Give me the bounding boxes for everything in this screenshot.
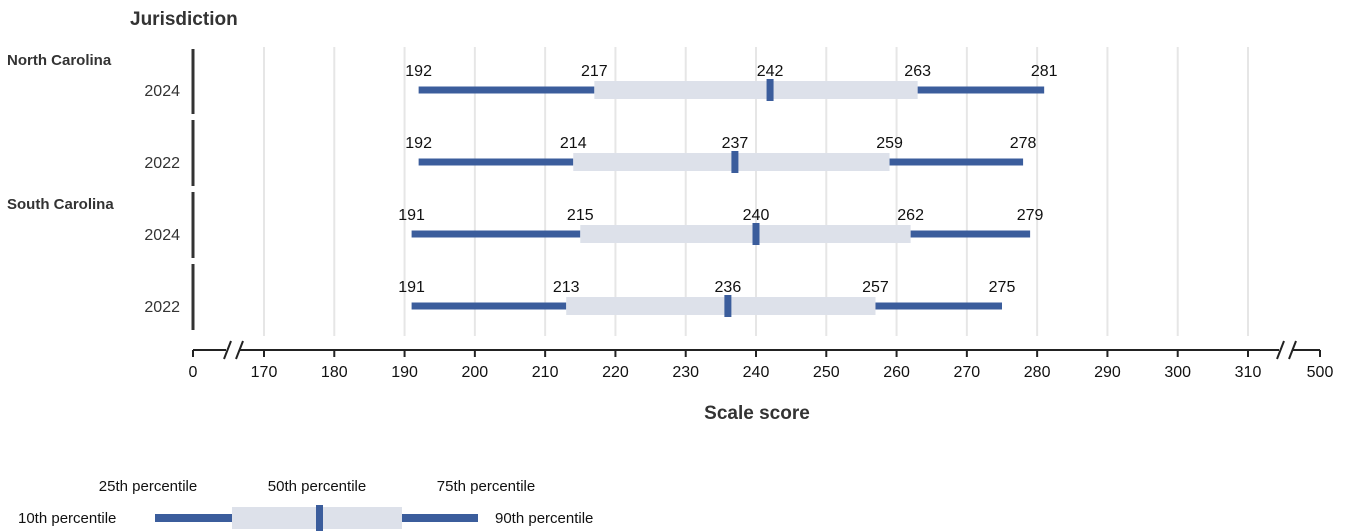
y-axis-title: Jurisdiction [130,9,238,30]
x-tick-label: 310 [1235,364,1262,381]
value-label-p75: 262 [897,207,924,224]
year-label: 2024 [144,83,180,100]
value-label-p50: 242 [757,63,784,80]
median-marker [766,79,774,101]
iqr-box [566,297,876,315]
x-tick-label: 280 [1024,364,1051,381]
x-tick-label: 500 [1307,364,1334,381]
value-label-p10: 191 [398,207,425,224]
x-tick-label: 0 [189,364,198,381]
legend-p75-label: 75th percentile [437,478,535,495]
x-tick-label: 270 [954,364,981,381]
year-label: 2022 [144,299,180,316]
value-label-p10: 192 [405,135,432,152]
x-axis: 0 170 180 190 200 210 220 230 240 250 260 270 280 290… [189,340,1334,381]
jurisdiction-label: South Carolina [7,196,114,213]
x-tick-label: 180 [321,364,348,381]
iqr-box [580,225,911,243]
value-label-p25: 213 [553,279,580,296]
x-tick-label: 290 [1094,364,1121,381]
median-marker [731,151,739,173]
value-label-p90: 279 [1017,207,1044,224]
x-tick-label: 170 [251,364,278,381]
value-label-p90: 275 [989,279,1016,296]
axis-break-mark-2 [1276,340,1285,360]
x-tick-label: 240 [743,364,770,381]
x-tick-label: 190 [391,364,418,381]
legend-p50-label: 50th percentile [268,478,366,495]
value-label-p75: 259 [876,135,903,152]
value-label-p50: 237 [722,135,749,152]
legend-median [316,505,323,531]
value-label-p75: 257 [862,279,889,296]
row-north-carolina-2024: 2024 192 217 242 263 281 [144,49,1058,114]
x-axis-label: Scale score [704,403,810,424]
x-tick-label: 300 [1164,364,1191,381]
value-label-p25: 217 [581,63,608,80]
legend-p90-label: 90th percentile [495,510,593,527]
median-marker [724,295,732,317]
x-tick-label: 250 [813,364,840,381]
row-south-carolina-2022: 2022 191 213 236 257 275 [144,264,1015,330]
x-tick-label: 220 [602,364,629,381]
legend-p10-label: 10th percentile [18,510,116,527]
value-label-p75: 263 [904,63,931,80]
x-tick-label: 260 [883,364,910,381]
value-label-p50: 240 [743,207,770,224]
row-north-carolina-2022: 2022 192 214 237 259 278 [144,120,1037,186]
x-tick-label: 210 [532,364,559,381]
iqr-box [573,153,890,171]
axis-break-mark-1 [235,340,244,360]
value-label-p10: 192 [405,63,432,80]
x-tick-label: 230 [672,364,699,381]
jurisdiction-label: North Carolina [7,52,112,69]
value-label-p10: 191 [398,279,425,296]
value-label-p25: 214 [560,135,587,152]
median-marker [752,223,760,245]
axis-break-mark-2 [1288,340,1297,360]
value-label-p90: 278 [1010,135,1037,152]
value-label-p50: 236 [715,279,742,296]
value-label-p90: 281 [1031,63,1058,80]
year-label: 2022 [144,155,180,172]
legend-p25-label: 25th percentile [99,478,197,495]
year-label: 2024 [144,227,180,244]
row-south-carolina-2024: 2024 191 215 240 262 279 [144,192,1044,258]
chart-rows: North Carolina 2024 192 217 242 263 281 2022 192… [7,49,1058,330]
iqr-box [594,81,918,99]
axis-break-mark-1 [223,340,232,360]
x-tick-label: 200 [462,364,489,381]
value-label-p25: 215 [567,207,594,224]
legend: 25th percentile 50th percentile 75th per… [18,478,593,531]
